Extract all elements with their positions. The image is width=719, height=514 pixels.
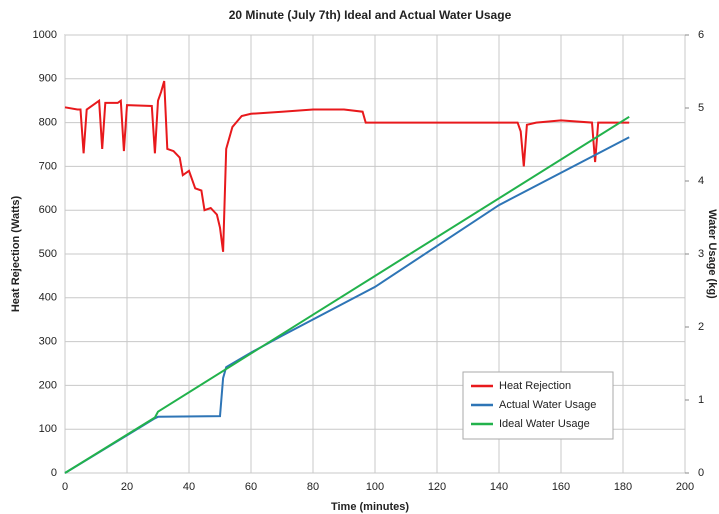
y2-tick-label: 4 bbox=[698, 175, 704, 187]
y-tick-label: 800 bbox=[39, 117, 57, 129]
y-tick-label: 200 bbox=[39, 379, 57, 391]
series-line bbox=[64, 80, 630, 252]
legend: Heat Rejection Actual Water Usage Ideal Wa… bbox=[462, 371, 614, 440]
y-tick-label: 400 bbox=[39, 292, 57, 304]
y-tick-label: 600 bbox=[39, 204, 57, 216]
y2-tick-label: 1 bbox=[698, 394, 704, 406]
y-tick-label: 500 bbox=[39, 248, 57, 260]
x-tick-label: 0 bbox=[62, 481, 68, 493]
legend-label: Heat Rejection bbox=[499, 380, 571, 392]
x-tick-label: 60 bbox=[245, 481, 257, 493]
legend-label: Actual Water Usage bbox=[499, 399, 596, 411]
x-axis-title: Time (minutes) bbox=[331, 501, 409, 513]
y2-axis-title: Water Usage (kg) bbox=[706, 209, 718, 299]
x-tick-label: 40 bbox=[183, 481, 195, 493]
y-axis-title: Heat Rejection (Watts) bbox=[10, 196, 22, 313]
y2-tick-label: 6 bbox=[698, 29, 704, 41]
x-tick-label: 200 bbox=[676, 481, 694, 493]
y2-tick-label: 5 bbox=[698, 102, 704, 114]
x-tick-label: 120 bbox=[428, 481, 446, 493]
chart-title: 20 Minute (July 7th) Ideal and Actual Wa… bbox=[229, 8, 512, 22]
series-line bbox=[64, 136, 630, 474]
x-tick-label: 180 bbox=[614, 481, 632, 493]
y-tick-label: 100 bbox=[39, 423, 57, 435]
y2-tick-label: 3 bbox=[698, 248, 704, 260]
x-tick-label: 80 bbox=[307, 481, 319, 493]
y-tick-label: 900 bbox=[39, 73, 57, 85]
y-tick-label: 700 bbox=[39, 160, 57, 172]
y-tick-label: 1000 bbox=[33, 29, 57, 41]
y-tick-label: 0 bbox=[51, 467, 57, 479]
x-tick-label: 160 bbox=[552, 481, 570, 493]
x-tick-label: 20 bbox=[121, 481, 133, 493]
y2-tick-label: 2 bbox=[698, 321, 704, 333]
y2-tick-label: 0 bbox=[698, 467, 704, 479]
legend-label: Ideal Water Usage bbox=[499, 418, 590, 430]
y-tick-label: 300 bbox=[39, 336, 57, 348]
series-line bbox=[64, 115, 630, 474]
x-tick-label: 100 bbox=[366, 481, 384, 493]
x-tick-label: 140 bbox=[490, 481, 508, 493]
